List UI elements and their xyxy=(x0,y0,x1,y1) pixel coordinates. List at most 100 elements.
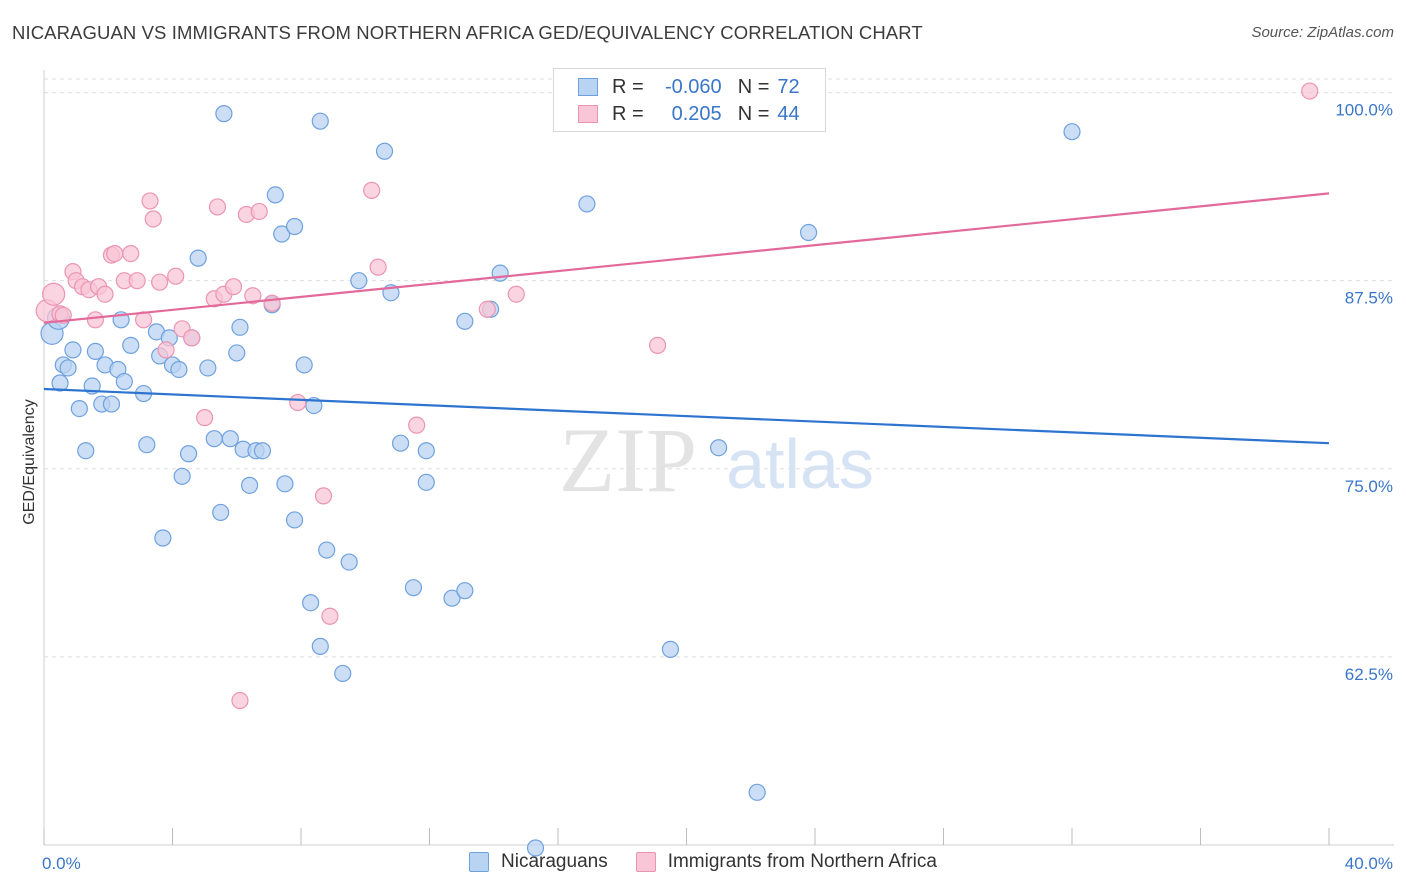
nicaraguan-point xyxy=(417,442,435,460)
nicaraguan-point xyxy=(138,436,156,454)
nicaraguan-point xyxy=(86,342,105,361)
northern-africa-point xyxy=(122,244,140,263)
northern-africa-point xyxy=(224,278,243,296)
nicaraguan-point xyxy=(179,445,198,463)
northern-africa-point xyxy=(151,273,169,291)
northern-africa-point xyxy=(507,285,525,303)
northern-africa-point xyxy=(157,341,175,359)
x-tick-label: 0.0% xyxy=(42,854,81,873)
northern-africa-point xyxy=(244,287,262,305)
northern-africa-point xyxy=(42,282,66,306)
gridlines xyxy=(44,78,1394,658)
nicaraguan-point xyxy=(456,582,474,600)
legend-row-northern-africa: R = 0.205 N = 44 xyxy=(578,102,800,126)
nicaraguan-point xyxy=(311,637,329,655)
nicaraguan-point xyxy=(340,553,358,571)
nicaraguan-point xyxy=(115,372,133,391)
nicaraguan-point xyxy=(1063,123,1081,141)
nicaraguan-point xyxy=(285,217,304,236)
nicaraguan-point xyxy=(526,839,545,857)
legend-item-northern-africa[interactable]: Immigrants from Northern Africa xyxy=(635,851,937,873)
nicaraguan-point xyxy=(64,341,82,359)
northern-africa-point xyxy=(314,487,333,505)
legend-swatch-pink xyxy=(578,105,598,123)
nicaraguan-point xyxy=(266,186,284,204)
legend-swatch-pink xyxy=(635,852,656,872)
nicaraguan-point xyxy=(173,467,191,485)
northern-africa-point xyxy=(208,198,227,216)
nicaraguan-point xyxy=(241,476,259,494)
source-label: Source: ZipAtlas.com xyxy=(1251,24,1394,41)
northern-africa-point xyxy=(106,244,124,263)
nicaraguan-point xyxy=(231,318,249,336)
x-tick-label: 40.0% xyxy=(1345,854,1393,873)
tick-labels: 100.0% 87.5% 75.0% 62.5% 0.0% 40.0% xyxy=(42,101,1393,873)
nicaraguan-point xyxy=(212,503,230,522)
chart-title: NICARAGUAN VS IMMIGRANTS FROM NORTHERN A… xyxy=(12,22,923,43)
northern-africa-point xyxy=(183,329,201,347)
northern-africa-point xyxy=(363,181,381,199)
legend-label-nicaraguans: Nicaraguans xyxy=(501,851,608,872)
legend-r-label: R = xyxy=(612,75,644,98)
northern-africa-point xyxy=(263,294,281,312)
nicaraguan-point xyxy=(391,434,410,452)
northern-africa-point xyxy=(54,306,72,324)
northern-africa-point xyxy=(369,258,387,276)
nicaraguan-point xyxy=(404,579,423,597)
nicaraguan-point xyxy=(228,344,246,362)
nicaraguan-point xyxy=(710,439,728,457)
nicaraguan-point xyxy=(205,430,223,448)
nicaraguan-point xyxy=(334,664,352,683)
nicaraguan-point xyxy=(375,142,394,160)
northern-africa-point xyxy=(144,210,162,228)
legend-swatch-blue xyxy=(469,852,490,872)
nicaraguan-point xyxy=(102,395,121,413)
legend-row-nicaraguans: R = -0.060 N = 72 xyxy=(578,75,800,99)
nicaraguan-point xyxy=(295,356,313,374)
watermark-atlas: atlas xyxy=(726,425,874,503)
y-tick-label: 75.0% xyxy=(1345,477,1393,496)
trend-lines xyxy=(43,192,1330,445)
nicaraguan-point xyxy=(122,336,140,354)
northern-africa-point xyxy=(196,409,214,427)
legend-n-value: 72 xyxy=(777,75,800,98)
y-tick-label: 87.5% xyxy=(1345,289,1393,308)
y-tick-label: 62.5% xyxy=(1345,665,1393,684)
northern-africa-point xyxy=(250,202,268,221)
legend-n-value: 44 xyxy=(777,102,800,125)
nicaraguan-point xyxy=(748,783,766,801)
northern-africa-point xyxy=(86,311,105,329)
northern-africa-point xyxy=(167,267,185,285)
nicaraguan-point xyxy=(170,360,188,379)
nicaraguan-point xyxy=(578,195,596,213)
correlation-legend: R = -0.060 N = 72 R = 0.205 N = 44 xyxy=(553,68,826,132)
legend-n-label: N = xyxy=(737,75,770,98)
nicaraguan-point xyxy=(311,112,329,130)
northern-africa-point xyxy=(231,691,249,710)
nicaraguan-point xyxy=(276,475,294,493)
legend-item-nicaraguans[interactable]: Nicaraguans xyxy=(469,851,608,873)
northern-africa-point xyxy=(478,300,496,318)
nicaraguan-point xyxy=(318,541,336,559)
nicaraguan-point xyxy=(302,594,320,612)
legend-n-label: N = xyxy=(737,102,770,125)
y-axis-label: GED/Equivalency xyxy=(21,399,38,524)
series-legend: Nicaraguans Immigrants from Northern Afr… xyxy=(0,851,1406,873)
nicaraguan-point xyxy=(253,442,272,460)
nicaraguan-point xyxy=(189,249,207,267)
northern-africa-point xyxy=(128,272,146,290)
legend-swatch-blue xyxy=(578,78,598,96)
legend-r-value: -0.060 xyxy=(664,75,722,98)
nicaraguan-point xyxy=(285,511,304,529)
northern-africa-point xyxy=(321,607,339,625)
nicaraguan-point xyxy=(273,225,291,243)
nicaraguan-point xyxy=(443,589,461,607)
northern-africa-point xyxy=(1301,82,1319,100)
nicaraguan-point xyxy=(70,399,88,418)
northern-africa-point xyxy=(648,336,667,354)
y-tick-label: 100.0% xyxy=(1335,101,1393,120)
legend-r-label: R = xyxy=(612,102,644,125)
nicaraguan-point xyxy=(77,442,95,460)
northern-africa-point xyxy=(96,285,114,303)
northern-africa-trend-line xyxy=(43,192,1330,324)
